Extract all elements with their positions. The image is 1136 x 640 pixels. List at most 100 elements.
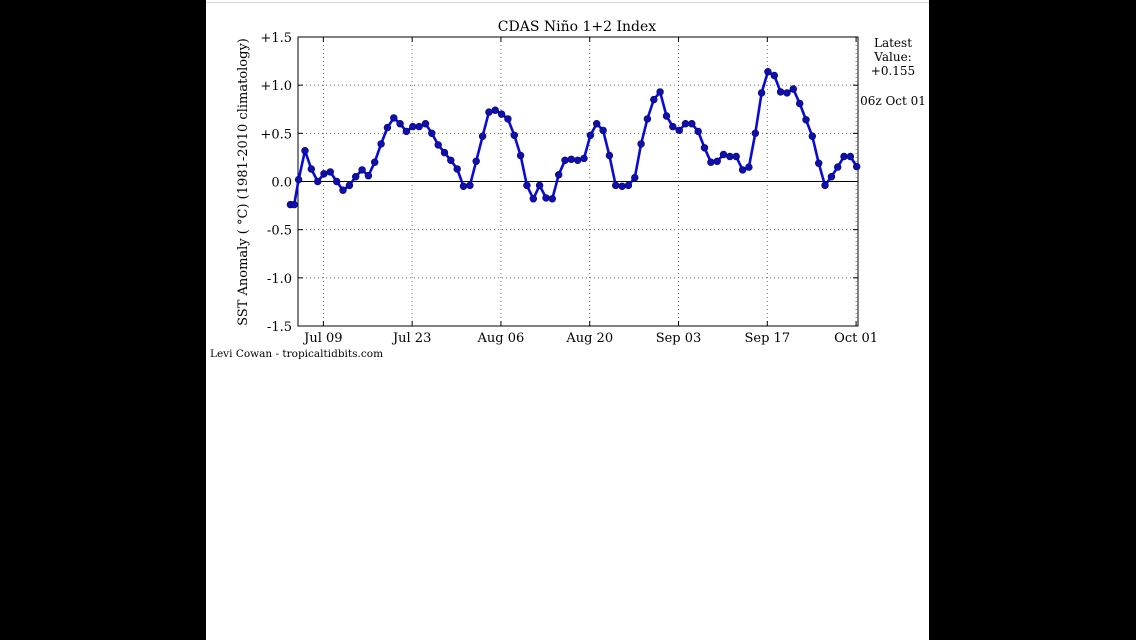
latest-label-line2: Value: [873, 50, 911, 64]
data-point [764, 67, 772, 76]
latest-value: +0.155 [871, 64, 915, 78]
data-point [713, 157, 721, 166]
data-point [643, 115, 652, 123]
data-point [567, 155, 575, 164]
data-point [478, 132, 487, 140]
data-point [669, 122, 677, 131]
data-point [459, 182, 468, 191]
data-point [402, 127, 411, 136]
y-tick-label: -1.5 [267, 320, 292, 335]
data-point [592, 119, 601, 128]
data-point [561, 156, 569, 165]
data-point [726, 152, 734, 161]
data-point [618, 182, 626, 191]
data-point [833, 163, 842, 171]
data-point [757, 89, 766, 97]
data-point [789, 85, 797, 93]
data-point [827, 173, 836, 181]
data-point [409, 122, 417, 131]
x-tick-label: Sep 17 [745, 331, 791, 346]
data-point [529, 195, 537, 203]
data-point [314, 177, 322, 186]
data-point [453, 165, 461, 173]
y-tick-label: 0.0 [271, 176, 292, 191]
data-point [631, 173, 639, 182]
data-point [656, 88, 664, 96]
data-point [510, 131, 518, 140]
top-border [206, 2, 929, 3]
data-point [345, 181, 354, 190]
data-point [466, 181, 474, 190]
data-point [821, 181, 829, 190]
data-point [434, 141, 442, 149]
data-point [770, 71, 778, 80]
data-point [599, 126, 607, 135]
data-point [783, 89, 791, 97]
x-tick-label: Aug 20 [565, 331, 613, 346]
y-tick-label: -0.5 [267, 224, 292, 239]
data-point [637, 140, 645, 148]
data-point [320, 170, 328, 178]
x-tick-label: Aug 06 [477, 331, 525, 346]
data-point [694, 127, 702, 136]
x-axis: Jul 09 Jul 23 Aug 06 Aug 20 Sep 03 Sep 17 Oct … [302, 37, 878, 346]
x-tick-label: Jul 09 [302, 331, 342, 346]
data-point [290, 200, 298, 209]
data-point [352, 173, 360, 181]
y-tick-label: -1.0 [267, 272, 292, 287]
data-point [650, 95, 658, 104]
data-point [333, 177, 341, 186]
data-point [535, 181, 544, 190]
data-point [611, 181, 620, 190]
data-point [586, 131, 595, 140]
y-tick-label: +1.5 [260, 31, 292, 46]
y-axis-label: SST Anomaly ( °C) (1981-2010 climatology… [236, 38, 251, 326]
data-point [396, 119, 404, 128]
data-point [485, 108, 493, 116]
data-point [580, 154, 588, 163]
data-point [719, 150, 728, 159]
credit-text: Levi Cowan - tropicaltidbits.com [210, 348, 383, 360]
data-point [371, 158, 379, 166]
data-point [497, 110, 506, 118]
data-point [852, 162, 861, 171]
data-point [846, 152, 855, 161]
data-point [383, 123, 392, 132]
data-point [732, 152, 740, 161]
y-tick-label: +0.5 [260, 127, 292, 142]
data-point [516, 151, 525, 160]
data-point [307, 165, 315, 173]
latest-timestamp: 06z Oct 01 [860, 94, 926, 108]
data-point [605, 151, 614, 160]
data-point [542, 194, 550, 202]
data-point [808, 132, 816, 140]
data-point [491, 106, 499, 114]
data-point [681, 119, 690, 128]
data-point [548, 195, 556, 203]
chart-frame [206, 0, 929, 640]
data-point [624, 181, 633, 190]
data-point [390, 114, 398, 122]
data-point [339, 186, 347, 194]
series-layer [286, 67, 861, 209]
data-point [358, 166, 366, 174]
y-tick-label: +1.0 [260, 79, 292, 94]
data-point [421, 119, 430, 128]
data-point [554, 171, 563, 179]
data-point [472, 157, 480, 166]
y-axis: +1.5 +1.0 +0.5 0.0 -0.5 -1.0 -1.5 [260, 31, 858, 335]
x-tick-label: Oct 01 [834, 331, 878, 346]
data-point [776, 88, 785, 96]
data-point [751, 129, 759, 138]
data-point [523, 181, 531, 190]
data-point [573, 156, 582, 165]
data-point [294, 175, 303, 184]
data-point [700, 144, 709, 152]
series-line [290, 70, 858, 206]
data-point [377, 140, 385, 148]
x-tick-label: Jul 23 [391, 331, 431, 346]
data-point [301, 147, 309, 155]
data-point [662, 112, 671, 120]
data-point [364, 172, 373, 180]
data-point [688, 119, 696, 128]
